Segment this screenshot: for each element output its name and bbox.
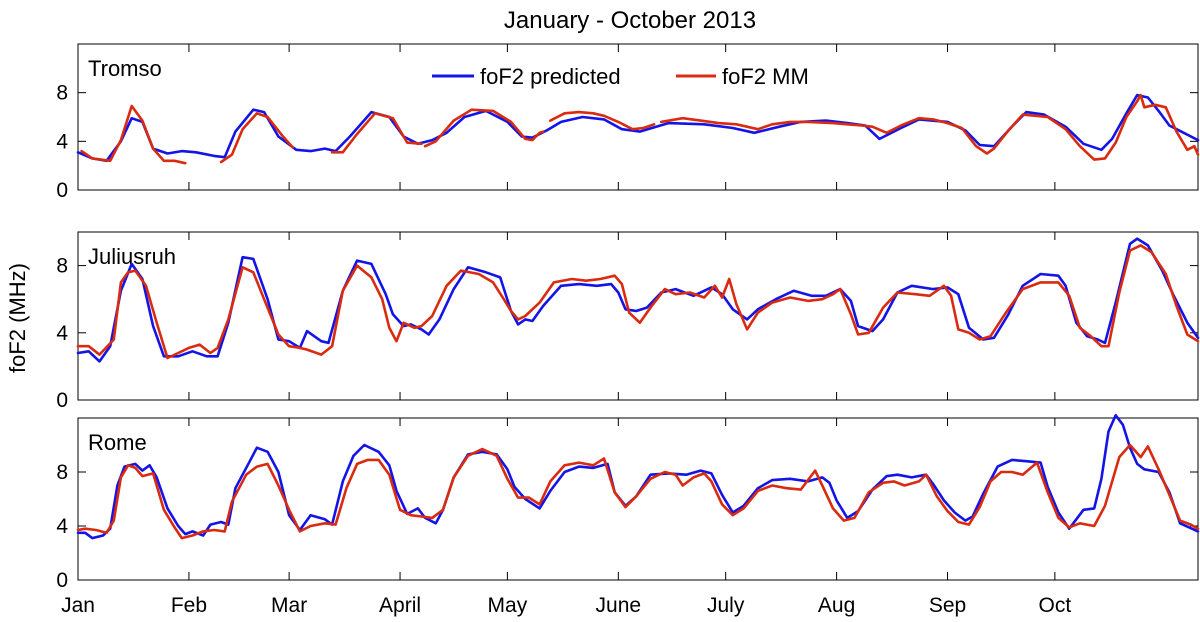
series-line xyxy=(76,237,1200,363)
panel-rome: 0 4 8 Rome xyxy=(56,414,1200,592)
series-predicted xyxy=(76,237,1200,363)
y-tick-label: 0 xyxy=(56,179,68,202)
y-tick-label: 0 xyxy=(56,569,68,592)
station-label: Tromso xyxy=(88,56,162,81)
series-mm xyxy=(80,93,1200,165)
series-line xyxy=(76,443,1200,540)
series-line xyxy=(549,110,656,131)
x-axis-ticks: Jan Feb Mar April May June July Aug Sep Oct xyxy=(61,594,1071,617)
panel-frame xyxy=(77,231,1199,401)
series-line xyxy=(219,112,294,164)
x-tick-label: May xyxy=(488,594,528,617)
x-tick-label: April xyxy=(379,594,421,617)
series-line xyxy=(660,93,1200,161)
x-tick-label: Mar xyxy=(271,594,307,617)
x-tick-label: June xyxy=(596,594,642,617)
y-tick-label: 8 xyxy=(56,255,68,278)
y-tick-label: 4 xyxy=(56,130,68,153)
x-tick-label: Aug xyxy=(818,594,855,617)
y-axis-label: foF2 (MHz) xyxy=(5,263,30,373)
panel-juliusruh: 048 Juliusruh xyxy=(56,231,1200,412)
series-predicted xyxy=(76,93,1200,163)
series-line xyxy=(76,244,1200,360)
series-mm xyxy=(76,443,1200,540)
chart-title: January - October 2013 xyxy=(504,7,756,34)
y-tick-label: 4 xyxy=(56,515,68,538)
x-tick-label: Feb xyxy=(171,594,207,617)
legend: foF2 predicted foF2 MM xyxy=(432,64,809,89)
panel-frame xyxy=(77,43,1199,191)
x-tick-label: Oct xyxy=(1039,594,1072,617)
series-line xyxy=(80,104,187,165)
series-line xyxy=(423,108,545,148)
x-tick-label: Sep xyxy=(929,594,966,617)
panel-tromso: 0 4 8 Tromso xyxy=(56,43,1200,202)
panel-frame xyxy=(77,417,1199,581)
y-tick-label: 8 xyxy=(56,82,68,105)
legend-label-predicted: foF2 predicted xyxy=(480,64,621,89)
y-tick-label: 4 xyxy=(56,322,68,345)
x-tick-label: Jan xyxy=(61,594,95,617)
series-line xyxy=(76,93,1200,163)
x-tick-label: July xyxy=(707,594,745,617)
y-tick-label: 0 xyxy=(56,389,68,412)
series-mm xyxy=(76,244,1200,360)
series-line xyxy=(330,112,423,154)
legend-label-mm: foF2 MM xyxy=(722,64,809,89)
y-tick-label: 8 xyxy=(56,461,68,484)
station-label: Rome xyxy=(88,430,147,455)
